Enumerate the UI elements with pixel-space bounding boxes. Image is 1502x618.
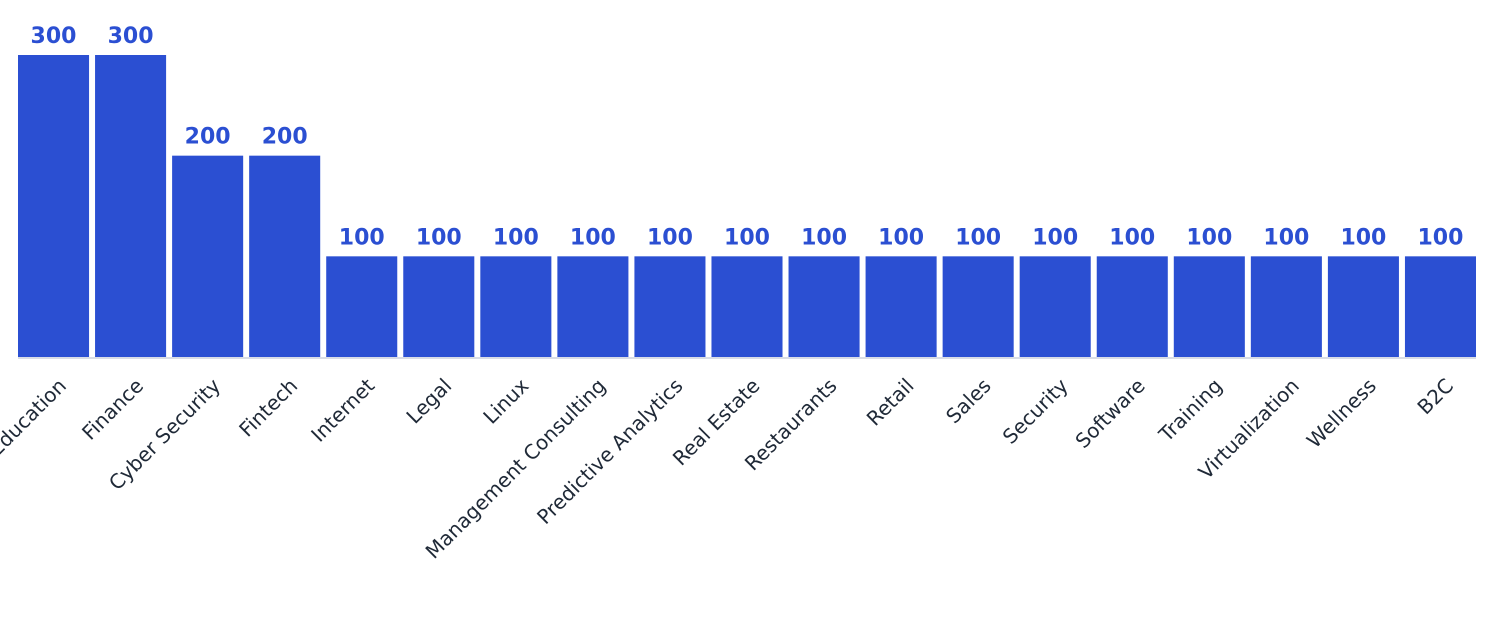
x-tick-label: Security (998, 373, 1073, 448)
bar-cyber-security (172, 155, 244, 357)
x-tick-label: B2C (1412, 374, 1458, 420)
value-label: 100 (1186, 225, 1232, 250)
bar-management-consulting (557, 256, 629, 357)
value-label: 200 (185, 125, 231, 150)
bar-predictive-analytics (634, 256, 706, 357)
value-label: 100 (1032, 225, 1078, 250)
value-label: 100 (339, 225, 385, 250)
value-label: 100 (493, 225, 539, 250)
bar-restaurants (788, 256, 860, 357)
x-tick-label: Finance (77, 374, 148, 445)
bar-b2c (1404, 256, 1476, 357)
bar-legal (403, 256, 475, 357)
bar-wellness (1327, 256, 1399, 357)
value-label: 300 (108, 24, 154, 49)
bar-fintech (249, 155, 321, 357)
x-tick-label: Fintech (234, 374, 302, 442)
bar-training (1173, 256, 1245, 357)
bar-education (18, 55, 90, 357)
x-tick-label: Retail (862, 374, 919, 431)
bar-linux (480, 256, 552, 357)
x-tick-label: Legal (401, 374, 456, 429)
bar-retail (865, 256, 937, 357)
x-tick-label: Software (1070, 374, 1149, 453)
value-label: 100 (955, 225, 1001, 250)
value-label: 100 (1109, 225, 1155, 250)
x-tick-label: Wellness (1302, 374, 1381, 453)
value-label: 100 (1418, 225, 1464, 250)
x-tick-label: Linux (478, 373, 533, 428)
value-label: 100 (801, 225, 847, 250)
x-tick-label: Education (0, 374, 71, 461)
value-label: 100 (1340, 225, 1386, 250)
value-label: 100 (570, 225, 616, 250)
value-label: 100 (724, 225, 770, 250)
x-tick-label: Sales (941, 374, 996, 429)
bar-software (1096, 256, 1168, 357)
value-label: 300 (31, 24, 77, 49)
bar-security (1019, 256, 1091, 357)
value-label: 200 (262, 125, 308, 150)
value-label: 100 (416, 225, 462, 250)
bars-layer (18, 55, 1476, 357)
bar-virtualization (1250, 256, 1322, 357)
bar-finance (95, 55, 167, 357)
value-label: 100 (1263, 225, 1309, 250)
value-label: 100 (878, 225, 924, 250)
value-labels-layer: 300 300 200 200 100 100 100 100 100 100 100 100 100 1… (31, 24, 1464, 250)
bar-internet (326, 256, 398, 357)
bar-sales (942, 256, 1014, 357)
bar-real-estate (711, 256, 783, 357)
value-label: 100 (647, 225, 693, 250)
x-tick-label: Training (1153, 374, 1226, 447)
x-tick-label: Predictive Analytics (532, 374, 687, 529)
x-tick-label: Internet (306, 373, 379, 446)
